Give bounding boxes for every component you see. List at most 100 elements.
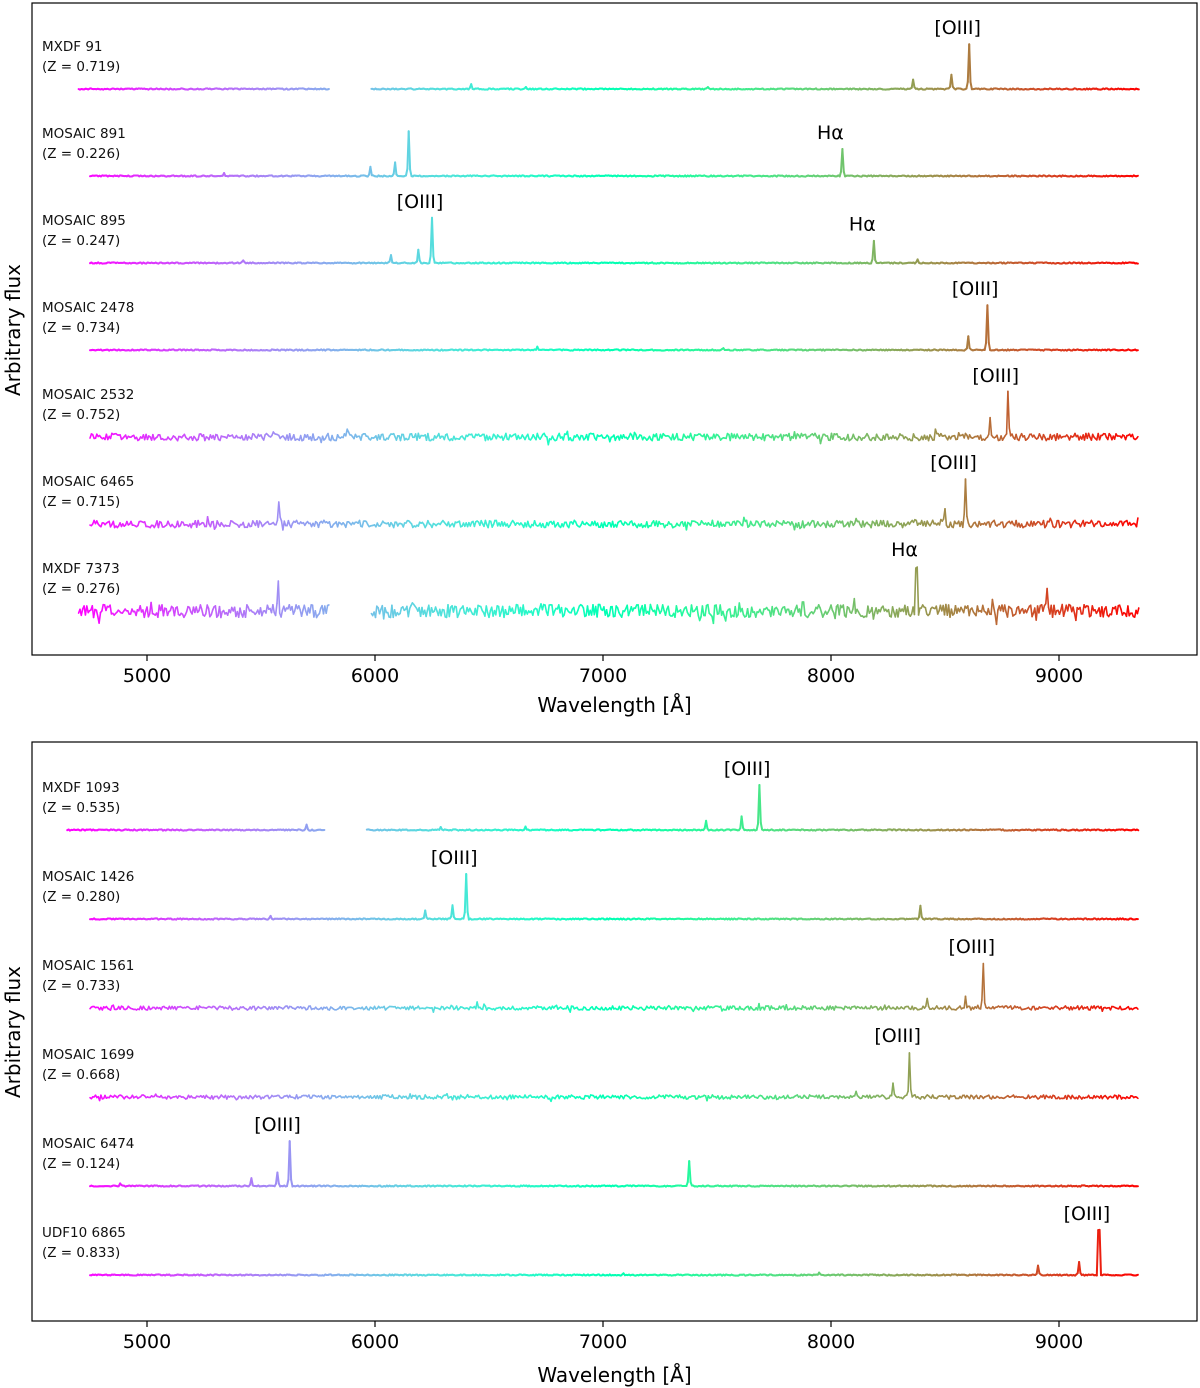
spectrum-series: MOSAIC 2478 (Z = 0.734) [OIII] xyxy=(42,278,1139,352)
spectrum-segment xyxy=(462,605,466,614)
spectrum-segment xyxy=(405,167,409,177)
spectrum-segment xyxy=(407,130,412,171)
spectrum-segment xyxy=(1008,427,1012,437)
emission-line-label: Hα xyxy=(817,122,844,144)
object-name: MOSAIC 2478 xyxy=(42,300,134,316)
emission-line-label: [OIII] xyxy=(952,278,999,300)
spectrum-segment xyxy=(220,610,223,619)
spectrum-segment xyxy=(1007,390,1011,429)
spectrum-segment xyxy=(841,520,845,528)
x-tick-label: 7000 xyxy=(579,665,627,687)
spectrum-segment xyxy=(326,604,330,607)
plot-frame xyxy=(31,2,1198,656)
spectrum-segment xyxy=(381,433,385,441)
spectrum-segment xyxy=(966,515,970,524)
spectrum-segment xyxy=(848,520,852,528)
object-redshift: (Z = 0.734) xyxy=(42,320,120,336)
spectrum-segment xyxy=(197,433,201,441)
spectrum-segment xyxy=(969,81,973,91)
spectrum-segment xyxy=(566,430,570,441)
spectrum-segment xyxy=(572,606,577,616)
spectrum-segment xyxy=(989,416,993,436)
chart-panel-top: 5000 6000 7000 8000 9000 Wavelength [Å] Arbitr… xyxy=(1,2,1198,717)
spectrum-segment xyxy=(967,335,971,349)
spectrum-series: MOSAIC 891 (Z = 0.226) Hα xyxy=(42,122,1139,178)
spectrum-segment xyxy=(409,168,413,178)
spectrum-segment xyxy=(870,520,874,529)
spectrum-segment xyxy=(964,478,968,518)
emission-line-label: [OIII] xyxy=(930,452,977,474)
spectrum-segment xyxy=(745,519,749,529)
spectrum-segment xyxy=(452,605,456,613)
spectrum-segment xyxy=(361,520,365,528)
object-name: MOSAIC 2532 xyxy=(42,387,134,403)
object-redshift: (Z = 0.752) xyxy=(42,407,120,423)
spectrum-segment xyxy=(325,604,329,615)
spectrum-segment xyxy=(417,248,421,262)
spectrum-segment xyxy=(214,605,218,619)
spectrum-series: MOSAIC 6465 (Z = 0.715) [OIII] xyxy=(42,452,1139,531)
spectrum-segment xyxy=(494,605,499,616)
spectrum-segment xyxy=(965,80,969,90)
x-tick-label: 6000 xyxy=(351,665,399,687)
spectrum-segment xyxy=(819,437,823,445)
spectrum-segment xyxy=(344,521,349,529)
spectrum-segment xyxy=(872,239,877,262)
spectrum-segment xyxy=(407,607,411,618)
spectrum-segment xyxy=(961,513,966,529)
spectrum-segment xyxy=(425,609,429,618)
spectrum-segment xyxy=(587,433,591,441)
spectrum-segment xyxy=(448,606,452,618)
x-axis-label: Wavelength [Å] xyxy=(537,693,691,717)
spectrum-segment xyxy=(427,432,431,442)
spectrum-segment xyxy=(318,607,322,615)
spectrum-segment xyxy=(440,608,444,617)
spectrum-segment xyxy=(685,521,689,531)
spectrum-segment xyxy=(968,43,972,84)
object-name: MXDF 91 xyxy=(42,39,103,55)
spectrum-segment xyxy=(280,609,284,618)
spectrum-segment xyxy=(475,604,479,616)
spectrum-segment xyxy=(300,609,304,618)
spectrum-segment xyxy=(487,520,491,529)
spectrum-segment xyxy=(431,216,435,258)
spectrum-segment xyxy=(98,611,102,624)
spectrum-segment xyxy=(150,601,154,615)
spectrum-segment xyxy=(514,603,518,614)
spectrum-segment xyxy=(312,433,316,441)
object-name: MOSAIC 6465 xyxy=(42,474,134,490)
spectrum-segment xyxy=(605,608,609,618)
emission-line-label: [OIII] xyxy=(397,191,444,213)
spectrum-segment xyxy=(443,609,447,618)
emission-line-label: [OIII] xyxy=(972,365,1019,387)
spectrum-segment xyxy=(567,521,572,529)
spectrum-segment xyxy=(692,434,696,442)
object-redshift: (Z = 0.226) xyxy=(42,146,120,162)
spectrum-segment xyxy=(277,580,281,614)
spectrum-segment xyxy=(596,603,600,618)
spectrum-segment xyxy=(244,604,248,619)
spectrum-segment xyxy=(327,432,331,441)
spectrum-segment xyxy=(562,433,566,441)
spectrum-segment xyxy=(399,607,403,615)
emission-line-label: [OIII] xyxy=(934,17,981,39)
spectrum-segment xyxy=(611,605,615,618)
spectrum-segment xyxy=(582,607,586,618)
spectrum-segment xyxy=(272,603,276,614)
spectrum-segment xyxy=(162,607,166,617)
object-redshift: (Z = 0.247) xyxy=(42,233,120,249)
spectrum-segment xyxy=(428,254,432,265)
spectrum-segment xyxy=(638,608,642,616)
spectrum-segment xyxy=(308,604,313,614)
spectrum-segment xyxy=(711,519,715,528)
spectrum-segment xyxy=(228,519,232,527)
spectrum-segment xyxy=(369,165,373,177)
spectrum-segment xyxy=(374,605,378,619)
spectrum-segment xyxy=(644,604,648,615)
spectrum-segment xyxy=(986,304,990,344)
spectrum-segment xyxy=(608,605,612,617)
spectrum-segment xyxy=(546,604,551,617)
x-tick-label: 5000 xyxy=(123,665,171,687)
spectrum-series: MXDF 7373(Z = 0.276)Hα xyxy=(42,539,1140,626)
